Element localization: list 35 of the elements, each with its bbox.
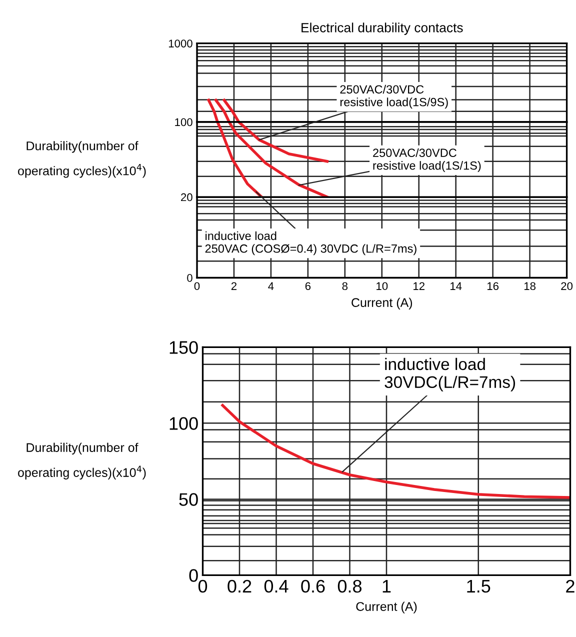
x-tick-label: 18 <box>524 282 536 290</box>
chart-title: Electrical durability contacts <box>302 22 463 35</box>
x-tick-label: 2 <box>566 580 574 592</box>
annotation: inductive load 30VDC(L/R=7ms) <box>384 358 516 392</box>
x-tick-label: 16 <box>487 282 499 290</box>
x-tick-label: 1 <box>382 580 391 592</box>
x-tick-label: 20 <box>561 282 573 290</box>
x-axis-title: Current (A) <box>352 298 412 310</box>
y-tick-label: 0 <box>187 274 192 282</box>
y-tick-label: 1000 <box>168 40 192 48</box>
y-tick-label: 50 <box>179 493 198 506</box>
annotation: 250VAC/30VDC resistive load(1S/9S) <box>340 84 448 109</box>
x-tick-label: 4 <box>268 282 274 290</box>
y-axis-title: Durability(number of operating cycles)(x10$^{4}$) <box>18 141 146 178</box>
x-tick-label: 6 <box>305 282 311 290</box>
y-tick-label: 100 <box>170 417 198 430</box>
x-tick-label: 0.8 <box>338 580 362 593</box>
x-tick-label: 0.2 <box>228 580 252 593</box>
y-tick-label: 0 <box>189 569 198 582</box>
y-tick-label: 150 <box>170 341 198 354</box>
x-tick-label: 0 <box>198 580 208 593</box>
x-tick-label: 14 <box>450 282 462 290</box>
x-tick-label: 8 <box>342 282 348 290</box>
x-tick-label: 2 <box>231 282 237 290</box>
x-tick-label: 0.6 <box>301 580 325 593</box>
annotation: 250VAC/30VDC resistive load(1S/1S) <box>373 148 481 172</box>
y-axis-title: Durability(number of operating cycles)(x10$^{4}$) <box>18 442 146 480</box>
x-tick-label: 1.5 <box>467 580 490 593</box>
y-tick-label: 20 <box>181 193 192 202</box>
x-axis-title: Current (A) <box>356 602 417 614</box>
x-tick-label: 12 <box>414 282 424 290</box>
y-tick-label: 100 <box>175 118 192 126</box>
x-tick-label: 0.4 <box>264 580 288 593</box>
x-tick-label: 10 <box>376 282 388 290</box>
annotation: inductive load 250VAC (COSØ=0.4) 30VDC (L/R=7ms) <box>205 231 416 256</box>
